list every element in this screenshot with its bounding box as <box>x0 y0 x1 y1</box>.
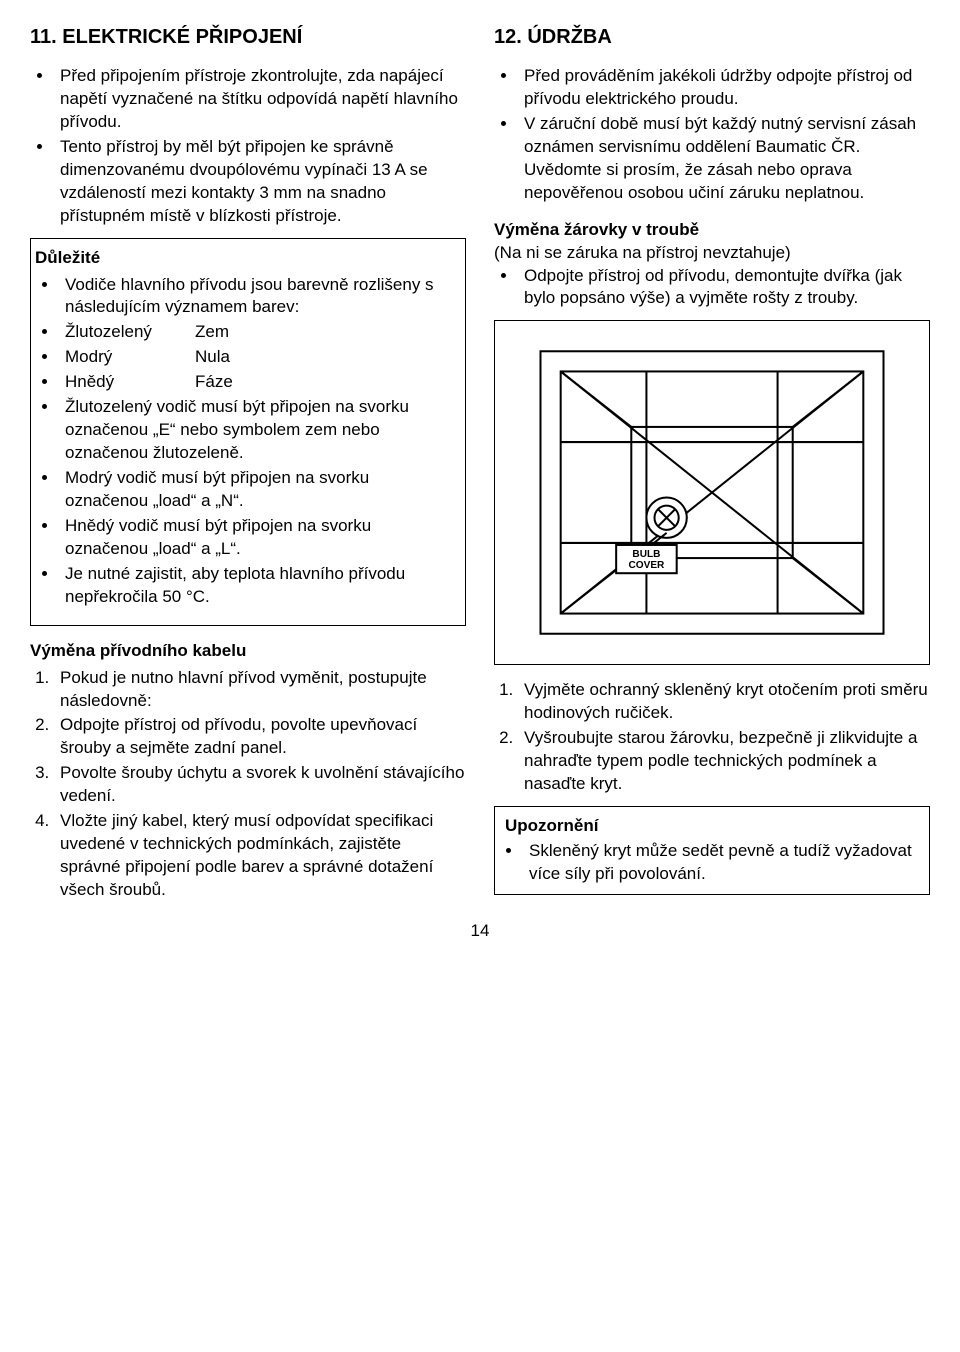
important-box: Důležité Vodiče hlavního přívodu jsou ba… <box>30 238 466 626</box>
heading-electrical: 11. ELEKTRICKÉ PŘIPOJENÍ <box>30 24 466 51</box>
bulb-bullets: Odpojte přístroj od přívodu, demontujte … <box>494 265 930 311</box>
color-key: Modrý <box>65 346 195 369</box>
color-row: Hnědý Fáze <box>59 371 457 394</box>
note-box: Upozornění Skleněný kryt může sedět pevn… <box>494 806 930 895</box>
list-item: Povolte šrouby úchytu a svorek k uvolněn… <box>54 762 466 808</box>
color-key: Hnědý <box>65 371 195 394</box>
color-val: Nula <box>195 346 230 369</box>
list-item: Před připojením přístroje zkontrolujte, … <box>54 65 466 134</box>
bulb-subtitle: (Na ni se záruka na přístroj nevztahuje) <box>494 242 930 265</box>
list-item: Modrý vodič musí být připojen na svorku … <box>59 467 457 513</box>
list-item: Hnědý vodič musí být připojen na svorku … <box>59 515 457 561</box>
color-val: Zem <box>195 321 229 344</box>
bulb-title: Výměna žárovky v troubě <box>494 219 930 242</box>
bulb-steps: Vyjměte ochranný skleněný kryt otočením … <box>494 679 930 796</box>
color-val: Fáze <box>195 371 233 394</box>
oven-illustration-icon: BULB COVER <box>495 321 929 664</box>
list-item: Skleněný kryt může sedět pevně a tudíž v… <box>523 840 921 886</box>
list-item: Vodiče hlavního přívodu jsou barevně roz… <box>59 274 457 320</box>
electrical-bullets: Před připojením přístroje zkontrolujte, … <box>30 65 466 228</box>
list-item: V záruční době musí být každý nutný serv… <box>518 113 930 205</box>
list-item: Před prováděním jakékoli údržby odpojte … <box>518 65 930 111</box>
col-left: 11. ELEKTRICKÉ PŘIPOJENÍ Před připojením… <box>30 24 466 912</box>
note-bullets: Skleněný kryt může sedět pevně a tudíž v… <box>499 840 921 886</box>
list-item: Žlutozelený vodič musí být připojen na s… <box>59 396 457 465</box>
list-item: Vyšroubujte starou žárovku, bezpečně ji … <box>518 727 930 796</box>
list-item: Odpojte přístroj od přívodu, povolte upe… <box>54 714 466 760</box>
list-item: Odpojte přístroj od přívodu, demontujte … <box>518 265 930 311</box>
figure-label: COVER <box>629 561 666 572</box>
note-title: Upozornění <box>505 815 921 838</box>
color-key: Žlutozelený <box>65 321 195 344</box>
list-item: Je nutné zajistit, aby teplota hlavního … <box>59 563 457 609</box>
list-item: Vložte jiný kabel, který musí odpovídat … <box>54 810 466 902</box>
heading-maintenance: 12. ÚDRŽBA <box>494 24 930 51</box>
list-item: Vyjměte ochranný skleněný kryt otočením … <box>518 679 930 725</box>
cable-title: Výměna přívodního kabelu <box>30 640 466 663</box>
important-title: Důležité <box>35 247 457 270</box>
page-number: 14 <box>30 920 930 943</box>
list-item: Pokud je nutno hlavní přívod vyměnit, po… <box>54 667 466 713</box>
oven-figure: BULB COVER <box>494 320 930 665</box>
color-row: Žlutozelený Zem <box>59 321 457 344</box>
color-row: Modrý Nula <box>59 346 457 369</box>
important-list: Vodiče hlavního přívodu jsou barevně roz… <box>35 274 457 609</box>
page-columns: 11. ELEKTRICKÉ PŘIPOJENÍ Před připojením… <box>30 24 930 912</box>
list-item: Tento přístroj by měl být připojen ke sp… <box>54 136 466 228</box>
figure-label: BULB <box>632 549 660 560</box>
col-right: 12. ÚDRŽBA Před prováděním jakékoli údrž… <box>494 24 930 912</box>
maintenance-bullets: Před prováděním jakékoli údržby odpojte … <box>494 65 930 205</box>
cable-steps: Pokud je nutno hlavní přívod vyměnit, po… <box>30 667 466 902</box>
